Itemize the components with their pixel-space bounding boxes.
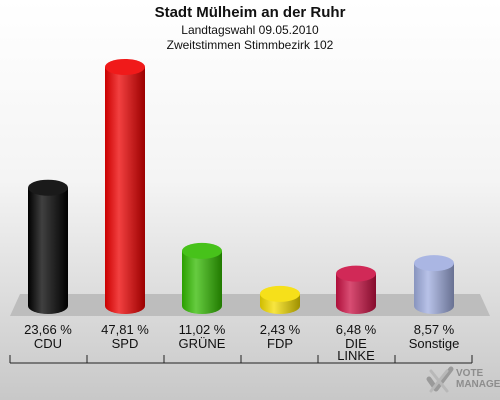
bar-body xyxy=(105,66,145,314)
bar-sonstige xyxy=(414,255,454,314)
chart-subtitle-2: Zweitstimmen Stimmbezirk 102 xyxy=(166,38,334,52)
chart-title: Stadt Mülheim an der Ruhr xyxy=(154,4,346,21)
bar-cap xyxy=(414,255,454,272)
value-label: 6,48 % xyxy=(335,322,377,337)
bar-body xyxy=(182,250,222,314)
bar-fdp xyxy=(260,285,300,314)
value-label: 11,02 % xyxy=(178,322,226,337)
category-label: FDP xyxy=(267,336,293,351)
category-label: CDU xyxy=(33,336,63,351)
bar-group xyxy=(28,58,454,314)
bar-cap xyxy=(336,265,376,282)
bar-gr-ne xyxy=(182,242,222,314)
bar-cap xyxy=(28,179,68,196)
bar-die-linke xyxy=(336,265,376,314)
category-label: Sonstige xyxy=(408,336,460,351)
category-label: DIE LINKE xyxy=(337,336,375,363)
category-label: GRÜNE xyxy=(178,336,226,351)
bar-cdu xyxy=(28,179,68,314)
value-label: 8,57 % xyxy=(413,322,455,337)
cross-icon xyxy=(429,369,449,393)
category-axis xyxy=(9,355,473,364)
bar-spd xyxy=(105,58,145,314)
bar-cap xyxy=(182,242,222,259)
value-label: 47,81 % xyxy=(101,322,149,337)
category-label: SPD xyxy=(111,336,139,351)
bar-cap xyxy=(260,285,300,302)
chart-subtitle: Landtagswahl 09.05.2010 xyxy=(181,23,319,37)
bar-cap xyxy=(105,58,145,75)
check-icon xyxy=(426,366,454,392)
bar-body xyxy=(336,273,376,314)
value-label: 2,43 % xyxy=(259,322,301,337)
brand-line-2: MANAGER xyxy=(456,379,500,390)
votemanager-logo xyxy=(426,366,454,393)
brand-text: VOTE MANAGER xyxy=(456,368,500,390)
bar-body xyxy=(414,263,454,314)
brand-line-1: VOTE xyxy=(456,368,484,379)
value-label: 23,66 % xyxy=(24,322,72,337)
bar-body xyxy=(28,187,68,314)
